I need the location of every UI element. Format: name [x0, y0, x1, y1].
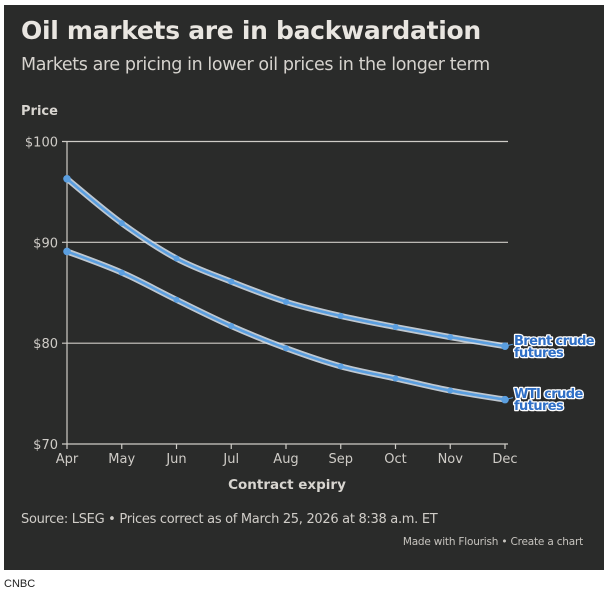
brent-label-halo: Brent crude — [514, 334, 595, 349]
x-tick-label: Aug — [273, 452, 298, 467]
y-tick-label: $100 — [25, 136, 58, 151]
brent-line — [65, 177, 507, 348]
x-axis-title: Contract expiry — [228, 477, 346, 493]
y-tick-label: $70 — [33, 438, 58, 453]
series-lines — [63, 175, 509, 404]
wti-data-point — [173, 296, 180, 303]
x-tick-label: Jun — [165, 452, 186, 467]
brent-line-halo — [64, 175, 508, 350]
brent-data-point — [63, 175, 71, 183]
brent-data-point — [501, 342, 509, 350]
made-with-flourish-link[interactable]: Made with Flourish — [402, 536, 499, 548]
wti-data-point — [118, 269, 125, 276]
brent-label-connector — [504, 343, 514, 347]
wti-label-halo: WTI crude — [514, 387, 583, 402]
x-axis: Apr May Jun Jul Aug Sep Oct Nov Dec — [56, 444, 518, 467]
y-tick-label: $90 — [33, 236, 58, 251]
wti-line — [65, 250, 507, 401]
wti-series-label: futures — [514, 399, 564, 414]
x-tick-label: Jul — [222, 452, 239, 467]
wti-data-point — [392, 375, 399, 382]
brent-data-point — [392, 324, 399, 331]
x-tick-label: Nov — [438, 452, 464, 467]
wti-data-point — [447, 387, 454, 394]
wti-line-halo — [64, 248, 508, 403]
brent-data-point — [283, 298, 289, 305]
brent-data-point — [337, 312, 344, 319]
brent-data-point — [228, 278, 235, 285]
x-tick-label: Sep — [328, 452, 353, 467]
brent-data-point — [173, 255, 180, 262]
x-tick-label: May — [108, 452, 135, 467]
brent-label-halo: futures — [514, 346, 564, 361]
source-note: Source: LSEG • Prices correct as of Marc… — [21, 512, 438, 527]
attribution-separator: • — [498, 536, 511, 548]
brent-series-label: Brent crude — [514, 334, 595, 349]
brent-data-point — [118, 220, 125, 227]
wti-label-halo: futures — [514, 399, 564, 414]
chart-subtitle: Markets are pricing in lower oil prices … — [21, 55, 490, 75]
create-chart-link[interactable]: Create a chart — [510, 536, 584, 548]
brent-data-point — [447, 334, 454, 341]
wti-series-label: WTI crude — [514, 387, 583, 402]
gridlines — [62, 140, 508, 445]
wti-data-point — [501, 395, 509, 404]
x-tick-label: Apr — [56, 452, 79, 467]
y-axis: $70 $80 $90 $100 — [25, 136, 68, 453]
wti-data-point — [283, 345, 289, 352]
y-axis-title: Price — [21, 104, 58, 119]
wti-data-point — [63, 247, 71, 256]
wti-data-point — [228, 323, 235, 330]
publisher-credit: CNBC — [4, 578, 36, 590]
x-tick-label: Oct — [384, 452, 406, 467]
flourish-attribution: Made with Flourish • Create a chart — [403, 536, 583, 548]
wti-label-connector — [504, 397, 514, 401]
y-tick-label: $80 — [33, 337, 58, 352]
x-tick-label: Dec — [492, 452, 517, 467]
wti-data-point — [337, 363, 344, 370]
chart-panel — [4, 5, 604, 570]
brent-series-label: futures — [514, 346, 564, 361]
chart-title: Oil markets are in backwardation — [21, 16, 481, 45]
